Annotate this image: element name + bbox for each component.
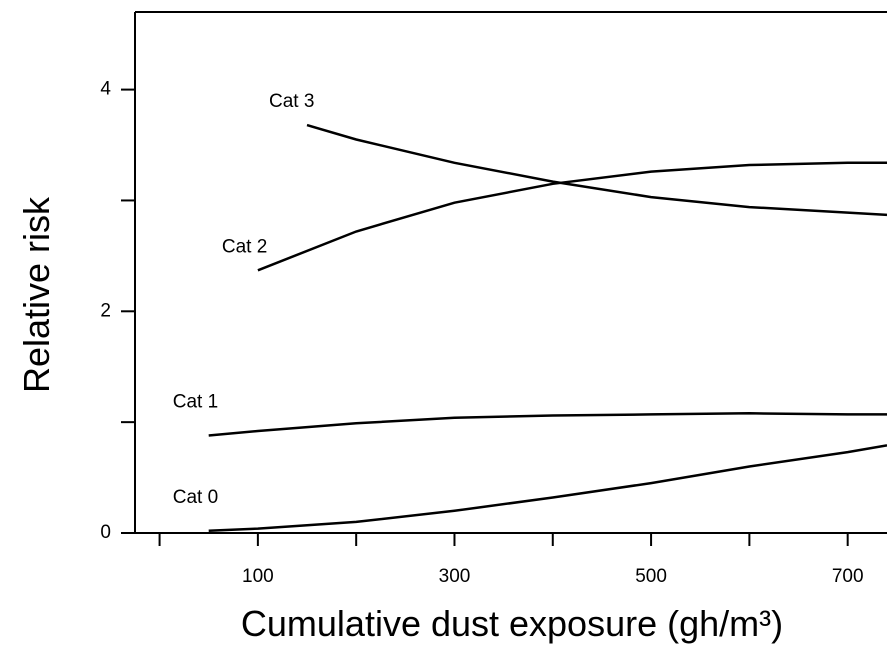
y-tick-label: 2 [100, 300, 111, 321]
series-line [257, 161, 887, 272]
y-tick-label: 4 [100, 79, 111, 100]
series-label: Cat 2 [222, 236, 267, 257]
series-label: Cat 1 [173, 391, 218, 412]
x-tick-label: 100 [242, 566, 274, 587]
series-label: Cat 3 [269, 91, 314, 112]
x-tick-label: 700 [832, 566, 864, 587]
x-tick-label: 300 [439, 566, 471, 587]
series-line [306, 123, 887, 217]
series-line [208, 412, 887, 437]
x-axis-title: Cumulative dust exposure (gh/m³) [241, 603, 783, 644]
x-tick-label: 500 [635, 566, 667, 587]
y-tick-label: 0 [100, 522, 111, 543]
series-label: Cat 0 [173, 487, 218, 508]
series-line [208, 444, 887, 533]
y-axis-title: Relative risk [16, 196, 57, 393]
